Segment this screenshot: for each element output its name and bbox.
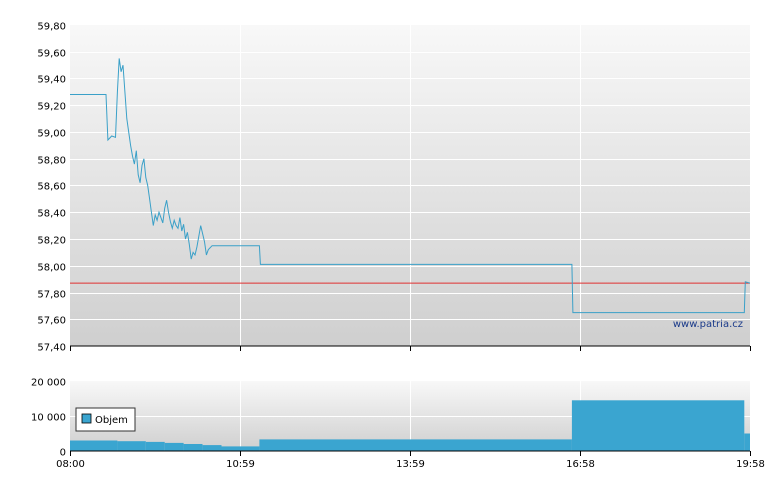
volume-y-axis-labels: 0 10 000 20 000 [31,378,66,459]
price-y-tick-label: 59,40 [37,75,66,86]
price-y-tick-label: 59,20 [37,102,66,113]
price-y-tick-label: 59,60 [37,49,66,60]
volume-y-tick-label: 0 [60,448,66,459]
volume-x-axis-labels: 08:00 10:59 13:59 16:58 19:58 [56,451,765,470]
price-series-line [70,58,750,314]
volume-bar [202,445,222,451]
price-gridlines [70,25,750,346]
volume-y-tick-label: 10 000 [31,413,66,424]
legend: Objem [75,407,136,432]
watermark: www.patria.cz [673,319,743,330]
volume-bar [259,439,572,451]
volume-bar [164,442,184,451]
volume-bar [744,433,750,451]
volume-bars [70,400,750,451]
price-y-tick-label: 58,40 [37,209,66,220]
price-y-tick-label: 57,80 [37,290,66,301]
price-y-axis-labels: 57,40 57,60 57,80 58,00 58,20 58,40 58,60 58,80… [37,22,66,354]
volume-bar [70,440,118,451]
price-y-tick-label: 57,60 [37,316,66,327]
legend-label: Objem [95,415,128,426]
price-y-tick-label: 59,80 [37,22,66,33]
x-tick-label: 19:58 [736,459,765,470]
price-x-axis-ticks [70,346,751,351]
price-y-tick-label: 58,80 [37,156,66,167]
x-tick-label: 16:58 [566,459,595,470]
volume-bar [145,441,165,451]
x-tick-label: 10:59 [226,459,255,470]
volume-bar [221,446,260,451]
price-y-tick-label: 58,60 [37,182,66,193]
volume-y-tick-label: 20 000 [31,378,66,389]
legend-swatch [81,413,92,424]
volume-bar [117,441,146,451]
price-panel: 57,40 57,60 57,80 58,00 58,20 58,40 58,60 58,80… [37,22,751,354]
price-y-tick-label: 58,20 [37,236,66,247]
x-tick-label: 13:59 [396,459,425,470]
volume-bar [183,444,203,451]
price-y-tick-label: 59,00 [37,129,66,140]
x-tick-label: 08:00 [56,459,85,470]
price-y-tick-label: 57,40 [37,343,66,354]
volume-bar [571,400,745,451]
price-y-tick-label: 58,00 [37,263,66,274]
